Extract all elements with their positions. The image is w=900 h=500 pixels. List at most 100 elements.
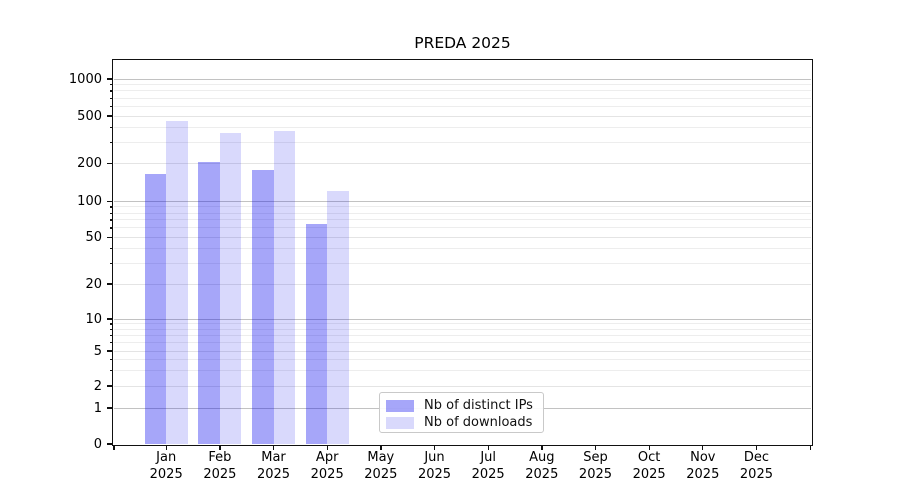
x-tick-label-aug: Aug 2025 bbox=[510, 450, 574, 483]
x-tick-label-nov: Nov 2025 bbox=[671, 450, 735, 483]
y-minor-tick-600 bbox=[110, 105, 113, 108]
y-tick-label-50: 50 bbox=[85, 229, 102, 245]
y-minor-tick-7 bbox=[110, 334, 113, 337]
year-label: 2025 bbox=[471, 466, 505, 482]
legend-items: Nb of distinct IPs Nb of downloads bbox=[386, 397, 543, 431]
y-minor-tick-9 bbox=[110, 323, 113, 325]
y-tick-50 bbox=[107, 236, 113, 238]
y-tick-label-1: 1 bbox=[93, 400, 102, 416]
y-minor-tick-400 bbox=[110, 127, 113, 129]
month-label: Dec bbox=[743, 450, 770, 465]
x-tick-label-dec: Dec 2025 bbox=[724, 450, 788, 483]
y-tick-1 bbox=[107, 407, 113, 409]
x-tick-6 bbox=[487, 445, 489, 450]
plot-area bbox=[114, 61, 811, 444]
y-tick-label-10: 10 bbox=[85, 311, 102, 327]
x-tick-9 bbox=[648, 445, 650, 450]
y-minor-tick-6 bbox=[110, 342, 113, 344]
y-tick-100 bbox=[107, 200, 113, 203]
gridline-500 bbox=[114, 115, 811, 117]
y-tick-label-20: 20 bbox=[85, 276, 102, 292]
bar-distinct-ips-apr bbox=[305, 223, 328, 444]
gridline-800 bbox=[114, 90, 811, 92]
y-minor-tick-4 bbox=[110, 359, 113, 361]
legend-swatch-downloads bbox=[386, 416, 414, 429]
gridline-3 bbox=[114, 370, 811, 371]
month-label: Oct bbox=[637, 450, 661, 465]
x-tick-label-may: May 2025 bbox=[349, 450, 413, 483]
x-tick-label-jan: Jan 2025 bbox=[134, 450, 198, 483]
gridline-9 bbox=[114, 323, 811, 325]
y-tick-label-2: 2 bbox=[93, 378, 102, 394]
gridline-40 bbox=[114, 248, 811, 250]
gridline-50 bbox=[114, 236, 811, 238]
y-tick-label-5: 5 bbox=[93, 343, 102, 359]
year-label: 2025 bbox=[417, 466, 452, 482]
x-tick-5 bbox=[433, 445, 436, 450]
x-tick-11 bbox=[755, 445, 758, 450]
year-label: 2025 bbox=[686, 466, 720, 482]
year-label: 2025 bbox=[364, 466, 398, 482]
year-label: 2025 bbox=[525, 466, 559, 482]
month-label: Apr bbox=[315, 450, 339, 465]
x-tick-3 bbox=[326, 445, 328, 450]
gridline-70 bbox=[114, 219, 811, 221]
month-label: Nov bbox=[690, 450, 716, 465]
month-label: Feb bbox=[208, 450, 232, 465]
x-tick-label-jul: Jul 2025 bbox=[456, 450, 520, 483]
legend-label: Nb of downloads bbox=[424, 415, 533, 430]
y-tick-label-500: 500 bbox=[77, 108, 102, 124]
legend-label: Nb of distinct IPs bbox=[424, 398, 533, 413]
bar-distinct-ips-feb bbox=[198, 162, 220, 444]
year-label: 2025 bbox=[149, 466, 183, 482]
gridline-8 bbox=[114, 328, 811, 330]
gridline-7 bbox=[114, 334, 811, 336]
x-tick-10 bbox=[702, 445, 704, 450]
month-label: Sep bbox=[583, 450, 608, 465]
gridline-30 bbox=[114, 262, 811, 264]
bar-distinct-ips-mar bbox=[252, 170, 274, 444]
gridline-60 bbox=[114, 227, 811, 229]
gridline-20 bbox=[114, 283, 811, 285]
y-tick-10 bbox=[107, 318, 113, 320]
x-tick-7 bbox=[541, 445, 543, 450]
bar-distinct-ips-jan bbox=[144, 174, 167, 444]
y-minor-tick-40 bbox=[110, 248, 113, 250]
y-minor-tick-70 bbox=[110, 219, 113, 221]
gridline-80 bbox=[114, 212, 811, 214]
x-tick-label-jun: Jun 2025 bbox=[403, 450, 467, 483]
gridline-10 bbox=[114, 318, 811, 320]
month-label: Jan bbox=[156, 450, 177, 465]
x-tick-2 bbox=[272, 445, 275, 450]
month-label: May bbox=[367, 450, 395, 465]
x-tick-0 bbox=[165, 445, 167, 450]
legend: Nb of distinct IPs Nb of downloads bbox=[379, 392, 544, 433]
month-label: Jun bbox=[424, 450, 445, 465]
x-tick-4 bbox=[380, 445, 382, 450]
bar-downloads-apr bbox=[327, 190, 349, 444]
month-label: Aug bbox=[529, 450, 555, 465]
x-tick-label-mar: Mar 2025 bbox=[242, 450, 306, 483]
y-minor-tick-800 bbox=[110, 90, 113, 92]
month-label: Mar bbox=[261, 450, 286, 465]
chart-title: PREDA 2025 bbox=[414, 34, 511, 52]
year-label: 2025 bbox=[203, 466, 237, 482]
gridline-2 bbox=[114, 385, 811, 387]
x-tick-1 bbox=[219, 445, 221, 450]
bar-downloads-mar bbox=[273, 131, 296, 444]
gridline-6 bbox=[114, 342, 811, 344]
y-tick-label-0: 0 bbox=[93, 436, 102, 452]
y-minor-tick-3 bbox=[110, 370, 113, 372]
bar-downloads-jan bbox=[166, 120, 188, 444]
legend-item-downloads: Nb of downloads bbox=[386, 414, 543, 431]
y-tick-1000 bbox=[107, 78, 113, 80]
gridline-4 bbox=[114, 359, 811, 361]
gridline-100 bbox=[114, 201, 811, 202]
y-minor-tick-60 bbox=[110, 227, 113, 229]
year-label: 2025 bbox=[632, 466, 666, 482]
y-tick-0 bbox=[107, 443, 113, 445]
bars-layer bbox=[114, 61, 811, 444]
gridline-900 bbox=[114, 84, 811, 86]
year-label: 2025 bbox=[310, 466, 344, 482]
